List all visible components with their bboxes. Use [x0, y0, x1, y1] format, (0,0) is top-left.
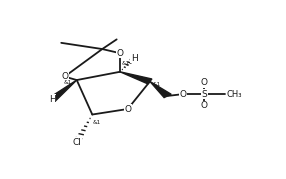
Text: H: H	[49, 95, 56, 104]
Text: O: O	[116, 49, 124, 58]
Text: O: O	[201, 78, 208, 87]
Text: &1: &1	[64, 80, 72, 85]
Polygon shape	[120, 72, 152, 84]
Text: &1: &1	[121, 61, 130, 66]
Text: O: O	[61, 72, 68, 81]
Text: &1: &1	[93, 120, 101, 125]
Text: O: O	[180, 90, 187, 99]
Polygon shape	[49, 80, 77, 101]
Text: O: O	[201, 101, 208, 110]
Text: Cl: Cl	[72, 138, 81, 147]
Text: &1: &1	[152, 82, 161, 87]
Text: S: S	[201, 90, 207, 99]
Text: O: O	[124, 105, 131, 113]
Polygon shape	[150, 81, 171, 98]
Text: CH₃: CH₃	[227, 90, 242, 99]
Text: H: H	[131, 54, 138, 62]
